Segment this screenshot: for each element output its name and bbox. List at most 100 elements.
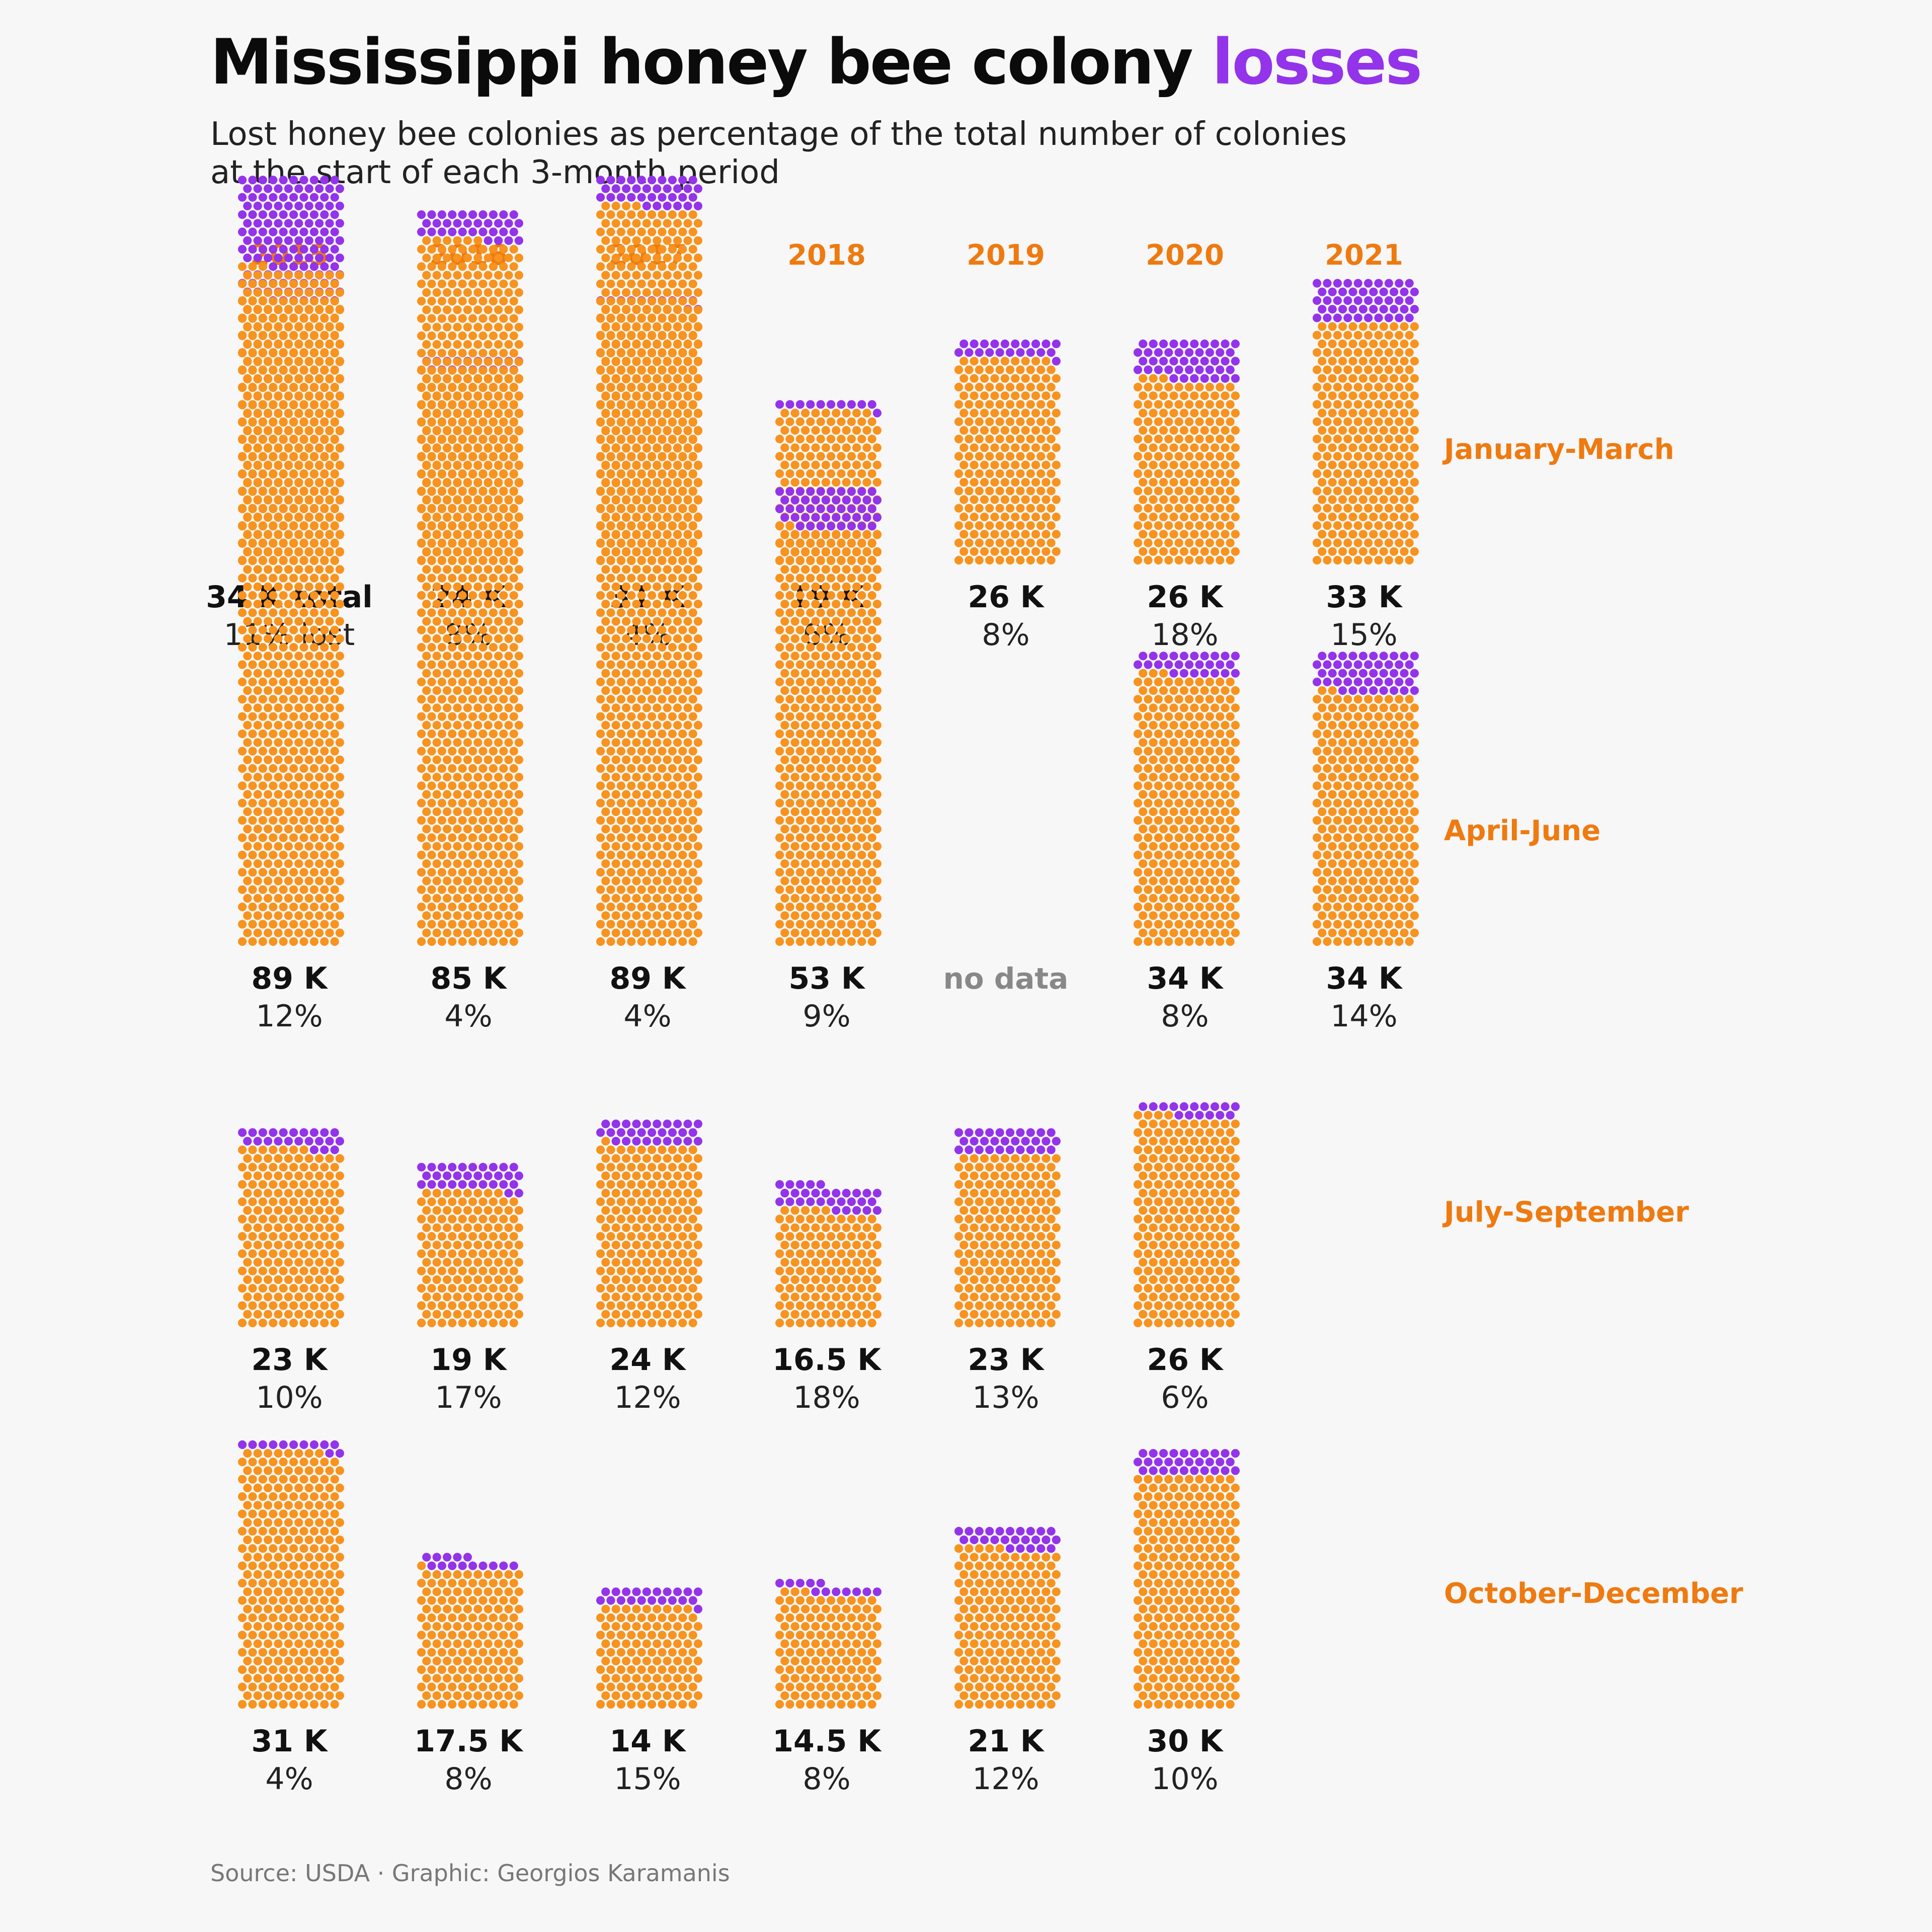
colony-dot	[668, 625, 677, 634]
colony-dot	[663, 928, 672, 937]
year-label-2018: 2018	[787, 239, 866, 272]
lost-colony-dot	[1369, 287, 1378, 296]
colony-dot	[330, 833, 339, 842]
colony-dot	[258, 712, 268, 721]
colony-dot	[1374, 382, 1383, 392]
colony-dot	[857, 677, 866, 686]
colony-dot	[622, 444, 631, 453]
colony-dot	[453, 357, 462, 366]
colony-dot	[489, 660, 498, 669]
colony-dot	[683, 600, 692, 609]
colony-dot	[1338, 374, 1347, 383]
colony-dot	[637, 920, 646, 929]
colony-dot	[1046, 538, 1056, 547]
colony-dot	[478, 556, 488, 566]
colony-dot	[616, 522, 625, 531]
colony-dot	[1149, 426, 1158, 435]
lost-colony-dot	[1179, 339, 1188, 349]
colony-dot	[238, 920, 247, 929]
colony-dot	[274, 686, 283, 695]
lost-colony-dot	[468, 210, 477, 219]
colony-dot	[1358, 478, 1367, 487]
colony-dot	[253, 894, 262, 903]
colony-dot	[648, 730, 657, 739]
colony-dot	[1353, 469, 1362, 478]
colony-dot	[468, 781, 477, 790]
colony-dot	[985, 417, 994, 426]
colony-dot	[453, 703, 462, 712]
colony-dot	[832, 790, 841, 799]
colony-dot	[248, 349, 257, 358]
lost-colony-dot	[1179, 374, 1188, 383]
colony-dot	[1328, 409, 1337, 418]
colony-dot	[494, 305, 503, 314]
colony-dot	[1216, 382, 1225, 392]
colony-dot	[683, 807, 692, 816]
colony-dot	[668, 798, 677, 808]
colony-dot	[289, 383, 298, 392]
lost-colony-dot	[274, 236, 283, 245]
colony-dot	[427, 781, 436, 790]
colony-dot	[325, 911, 334, 920]
colony-dot	[279, 366, 288, 375]
lost-colony-dot	[458, 210, 467, 219]
colony-dot	[330, 383, 339, 392]
colony-dot	[499, 452, 508, 461]
lost-colony-dot	[1052, 357, 1061, 366]
colony-dot	[330, 660, 339, 669]
colony-dot	[1405, 555, 1414, 565]
colony-dot	[473, 894, 482, 903]
colony-dot	[811, 426, 820, 435]
colony-dot	[1343, 435, 1352, 444]
colony-dot	[980, 443, 989, 452]
colony-dot	[1338, 357, 1347, 366]
colony-dot	[330, 331, 339, 341]
lost-colony-dot	[299, 262, 308, 271]
colony-dot	[427, 695, 436, 704]
colony-dot	[1390, 339, 1399, 349]
colony-dot	[335, 547, 345, 556]
colony-dot	[284, 392, 293, 401]
colony-dot	[673, 928, 682, 937]
colony-dot	[499, 850, 508, 859]
colony-dot	[253, 755, 262, 764]
colony-dot	[274, 807, 283, 816]
colony-dot	[325, 703, 334, 712]
colony-dot	[683, 842, 692, 851]
colony-dot	[1323, 504, 1332, 513]
colony-dot	[509, 816, 518, 825]
colony-dot	[811, 686, 820, 695]
lost-colony-dot	[683, 201, 692, 210]
colony-dot	[1348, 374, 1357, 383]
colony-dot	[279, 418, 288, 427]
colony-dot	[468, 245, 477, 254]
colony-dot	[315, 686, 324, 695]
colony-dot	[448, 764, 457, 773]
colony-dot	[478, 279, 488, 288]
lost-colony-dot	[678, 176, 687, 185]
colony-dot	[1328, 374, 1337, 383]
colony-dot	[284, 911, 293, 920]
colony-dot	[862, 876, 871, 886]
colony-dot	[857, 695, 866, 704]
colony-dot	[688, 470, 697, 479]
colony-dot	[463, 876, 472, 886]
colony-dot	[658, 937, 667, 946]
colony-dot	[468, 833, 477, 842]
colony-dot	[484, 496, 493, 505]
colony-dot	[458, 695, 467, 704]
colony-dot	[1226, 538, 1235, 547]
colony-dot	[1353, 400, 1362, 409]
colony-dot	[663, 859, 672, 868]
colony-dot	[509, 660, 518, 669]
colony-dot	[596, 418, 605, 427]
colony-dot	[1134, 382, 1143, 392]
colony-dot	[611, 755, 620, 764]
colony-dot	[606, 798, 615, 808]
colony-dot	[478, 695, 488, 704]
colony-dot	[970, 512, 979, 521]
colony-dot	[867, 798, 876, 808]
colony-dot	[320, 695, 329, 704]
colony-dot	[1216, 435, 1225, 444]
colony-dot	[458, 383, 467, 392]
